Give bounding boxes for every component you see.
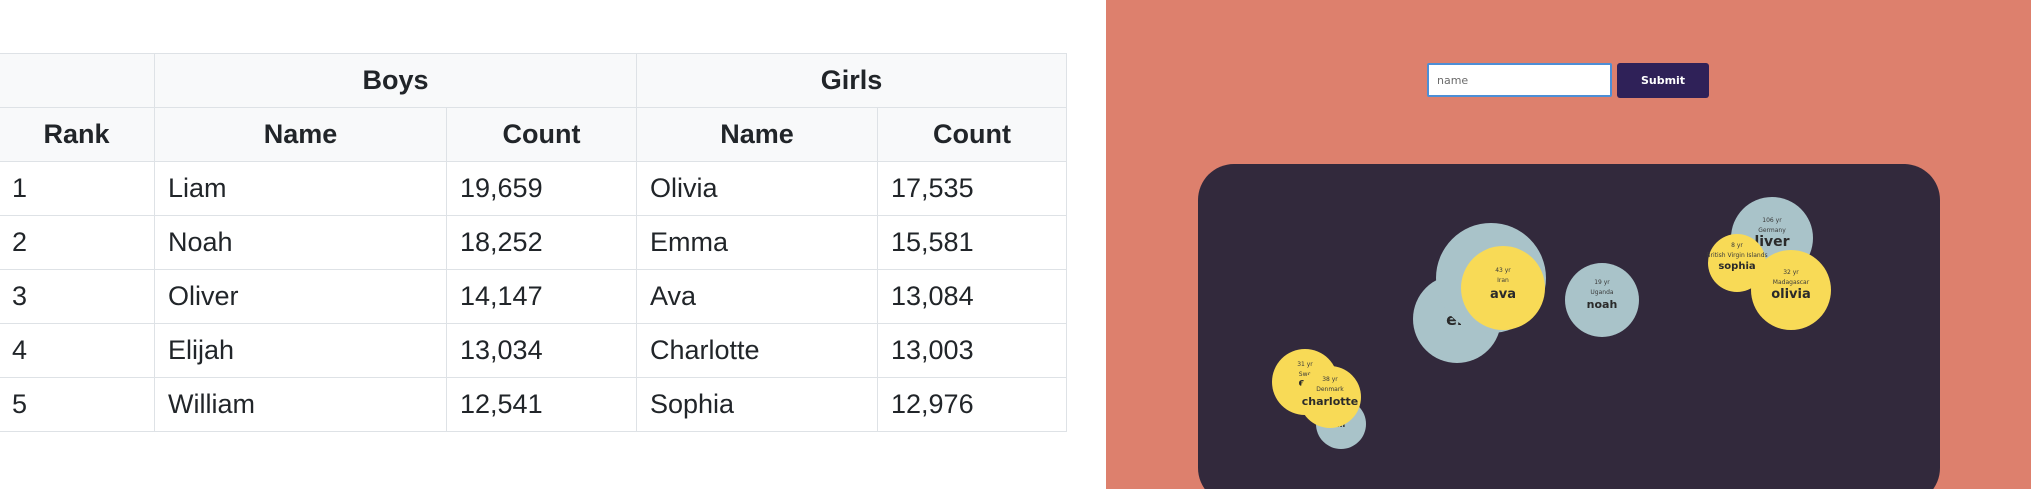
bubble-ava: 43 yr Iran ava [1461, 246, 1545, 330]
table-row: 4 Elijah 13,034 Charlotte 13,003 [0, 324, 1067, 378]
table-row: 1 Liam 19,659 Olivia 17,535 [0, 162, 1067, 216]
boy-name-cell: Liam [155, 162, 447, 216]
boy-name-header: Name [155, 108, 447, 162]
boy-name-cell: Noah [155, 216, 447, 270]
girl-count-cell: 13,003 [878, 324, 1067, 378]
rank-cell: 2 [0, 216, 155, 270]
bubble-name: sophia [1718, 261, 1755, 272]
boy-name-cell: Elijah [155, 324, 447, 378]
girl-count-cell: 13,084 [878, 270, 1067, 324]
bubble-name: noah [1587, 298, 1618, 311]
bubble-age: 19 yr [1594, 279, 1610, 286]
bubble-age: 106 yr [1762, 217, 1782, 224]
column-header-row: Rank Name Count Name Count [0, 108, 1067, 162]
table-row: 2 Noah 18,252 Emma 15,581 [0, 216, 1067, 270]
bubble-noah: 19 yr Uganda noah [1565, 263, 1639, 337]
bubble-age: 32 yr [1783, 269, 1799, 276]
boy-count-header: Count [447, 108, 637, 162]
bubble-age: 31 yr [1297, 361, 1313, 368]
empty-header-cell [0, 54, 155, 108]
rank-cell: 3 [0, 270, 155, 324]
girl-count-header: Count [878, 108, 1067, 162]
girl-count-cell: 17,535 [878, 162, 1067, 216]
bubble-charlotte: 38 yr Denmark charlotte [1299, 366, 1361, 428]
bubble-name: charlotte [1302, 395, 1359, 408]
bubble-country: Germany [1758, 227, 1786, 234]
boys-group-header: Boys [155, 54, 637, 108]
bubble-country: Madagascar [1773, 279, 1810, 286]
rank-cell: 4 [0, 324, 155, 378]
girl-count-cell: 12,976 [878, 378, 1067, 432]
bubble-age: 38 yr [1322, 376, 1338, 383]
bubble-age: 43 yr [1495, 267, 1511, 274]
boy-name-cell: William [155, 378, 447, 432]
bubble-country: Denmark [1316, 386, 1344, 393]
submit-button[interactable]: Submit [1617, 63, 1709, 98]
boy-count-cell: 12,541 [447, 378, 637, 432]
rank-cell: 5 [0, 378, 155, 432]
girl-name-cell: Charlotte [637, 324, 878, 378]
bubble-country: Iran [1497, 277, 1509, 284]
rank-header: Rank [0, 108, 155, 162]
boy-count-cell: 13,034 [447, 324, 637, 378]
group-header-row: Boys Girls [0, 54, 1067, 108]
girl-name-cell: Sophia [637, 378, 878, 432]
girl-count-cell: 15,581 [878, 216, 1067, 270]
girl-name-cell: Olivia [637, 162, 878, 216]
boy-count-cell: 18,252 [447, 216, 637, 270]
bubble-country: Uganda [1590, 289, 1613, 296]
boy-count-cell: 14,147 [447, 270, 637, 324]
names-table-panel: Boys Girls Rank Name Count Name Count 1 … [0, 0, 1106, 489]
name-input[interactable] [1427, 63, 1612, 97]
table-row: 3 Oliver 14,147 Ava 13,084 [0, 270, 1067, 324]
girl-name-cell: Ava [637, 270, 878, 324]
bubble-age: 8 yr [1731, 242, 1743, 249]
boy-name-cell: Oliver [155, 270, 447, 324]
bubble-name: olivia [1771, 287, 1811, 302]
girl-name-header: Name [637, 108, 878, 162]
table-row: 5 William 12,541 Sophia 12,976 [0, 378, 1067, 432]
bubble-name: ava [1490, 287, 1516, 302]
girl-name-cell: Emma [637, 216, 878, 270]
girls-group-header: Girls [637, 54, 1067, 108]
bubble-country: British Virgin Islands [1706, 252, 1767, 259]
boy-count-cell: 19,659 [447, 162, 637, 216]
rank-cell: 1 [0, 162, 155, 216]
top-names-table: Boys Girls Rank Name Count Name Count 1 … [0, 53, 1067, 432]
